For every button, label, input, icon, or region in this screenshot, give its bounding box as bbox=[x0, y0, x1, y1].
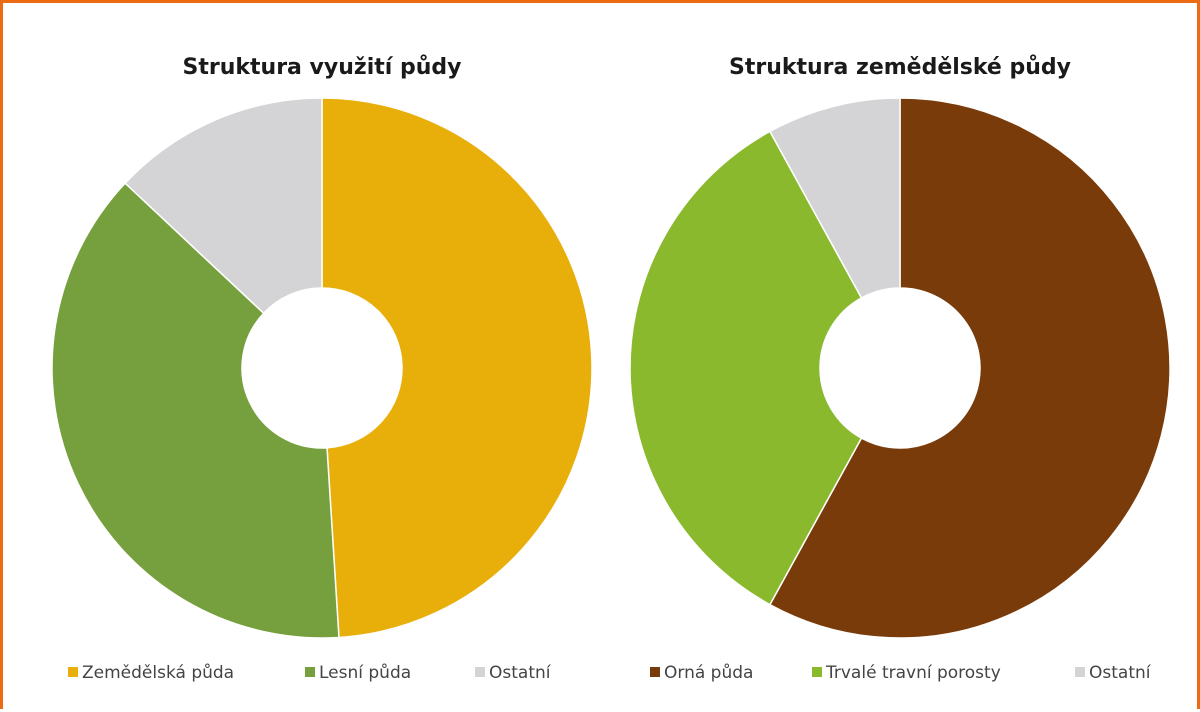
legend-swatch bbox=[650, 667, 660, 677]
legend-swatch bbox=[475, 667, 485, 677]
donut-slice bbox=[629, 130, 863, 606]
legend-swatch bbox=[305, 667, 315, 677]
legend-label: Trvalé travní porosty bbox=[825, 663, 1001, 683]
donut-slice bbox=[51, 182, 340, 639]
legend-label: Lesní půda bbox=[319, 663, 411, 683]
chart-title: Struktura využití půdy bbox=[183, 55, 462, 80]
chart-title: Struktura zemědělské půdy bbox=[729, 55, 1071, 80]
legend-swatch bbox=[1075, 667, 1085, 677]
donut-slice bbox=[124, 97, 323, 315]
legend-swatch bbox=[812, 667, 822, 677]
legend-label: Ostatní bbox=[489, 663, 552, 683]
legend-label: Orná půda bbox=[664, 663, 753, 683]
donut-slice bbox=[768, 97, 1171, 639]
donut-slice bbox=[768, 97, 901, 299]
legend-swatch bbox=[68, 667, 78, 677]
legend-label: Ostatní bbox=[1089, 663, 1152, 683]
legend-label: Zemědělská půda bbox=[82, 663, 234, 683]
donut-slice bbox=[321, 97, 593, 639]
